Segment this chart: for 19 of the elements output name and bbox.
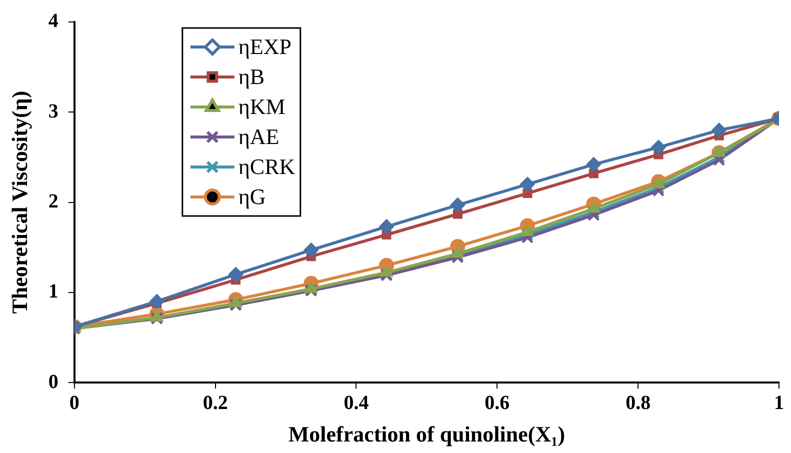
legend-label: ηAE <box>238 124 280 149</box>
y-tick-label: 4 <box>48 10 58 32</box>
x-tick-label: 1 <box>774 392 784 414</box>
y-tick-label: 1 <box>48 280 58 303</box>
y-tick-label: 3 <box>48 100 58 122</box>
x-tick-label: 0.6 <box>484 392 510 414</box>
legend-label: ηCRK <box>238 154 296 179</box>
y-tick-label: 0 <box>48 370 58 393</box>
y-axis-title: Theoretical Viscosity(η) <box>6 90 32 314</box>
legend-label: ηEXP <box>238 34 292 59</box>
x-tick-label: 0.8 <box>626 392 651 414</box>
x-axis-title: Molefraction of quinoline(X₁) <box>288 421 566 446</box>
x-tick-label: 0.4 <box>344 392 369 414</box>
y-tick-label: 2 <box>48 190 58 212</box>
legend-label: ηB <box>238 64 265 89</box>
legend-label: ηG <box>238 184 266 209</box>
x-tick-label: 0 <box>69 392 80 414</box>
legend-label: ηKM <box>238 94 286 119</box>
x-tick-label: 0.2 <box>202 392 228 414</box>
